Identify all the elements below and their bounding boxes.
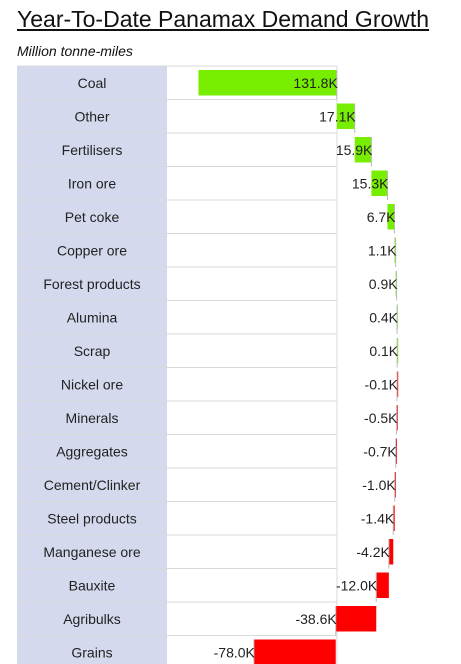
category-label: Pet coke <box>65 209 120 225</box>
category-label: Agribulks <box>63 611 121 627</box>
category-label: Manganese ore <box>43 544 141 560</box>
category-label: Fertilisers <box>62 142 123 158</box>
category-label: Nickel ore <box>61 376 123 392</box>
bar <box>198 70 337 96</box>
bar <box>395 438 397 464</box>
category-label: Bauxite <box>69 577 116 593</box>
bar <box>371 170 388 196</box>
bar <box>354 137 372 163</box>
chart-subtitle: Million tonne-miles <box>17 43 133 59</box>
category-label: Steel products <box>47 510 137 526</box>
value-label: -38.6K <box>295 611 337 627</box>
value-label: -78.0K <box>214 644 256 660</box>
value-label: -12.0K <box>336 577 378 593</box>
bar <box>396 405 398 431</box>
value-label: 15.9K <box>336 142 373 158</box>
value-label: -1.0K <box>362 477 396 493</box>
value-label: 0.4K <box>369 309 398 325</box>
category-label: Minerals <box>66 410 119 426</box>
value-label: 17.1K <box>319 108 356 124</box>
bar <box>387 204 395 230</box>
category-label: Copper ore <box>57 242 127 258</box>
category-label: Coal <box>78 75 107 91</box>
value-label: -0.1K <box>365 376 399 392</box>
value-label: -0.7K <box>363 443 397 459</box>
category-label: Aggregates <box>56 443 128 459</box>
bar <box>335 606 377 632</box>
bar <box>253 639 336 664</box>
category-label: Cement/Clinker <box>44 477 141 493</box>
value-label: 0.1K <box>369 343 398 359</box>
bar <box>394 472 396 498</box>
bar <box>397 371 399 397</box>
category-label: Alumina <box>67 309 118 325</box>
value-label: 131.8K <box>293 75 338 91</box>
bar <box>394 237 396 263</box>
category-band <box>17 66 167 664</box>
bar <box>393 505 395 531</box>
value-label: 15.3K <box>352 175 389 191</box>
value-label: 6.7K <box>367 209 396 225</box>
category-label: Iron ore <box>68 175 116 191</box>
bar <box>336 103 355 129</box>
value-label: -0.5K <box>364 410 398 426</box>
bar <box>376 572 389 598</box>
value-label: -1.4K <box>361 510 395 526</box>
category-label: Other <box>74 108 109 124</box>
category-label: Forest products <box>43 276 140 292</box>
value-label: 1.1K <box>368 242 397 258</box>
category-label: Scrap <box>74 343 111 359</box>
value-label: 0.9K <box>369 276 398 292</box>
chart-title: Year-To-Date Panamax Demand Growth <box>17 6 430 32</box>
category-label: Grains <box>71 644 112 660</box>
bar <box>388 539 394 565</box>
value-label: -4.2K <box>356 544 390 560</box>
